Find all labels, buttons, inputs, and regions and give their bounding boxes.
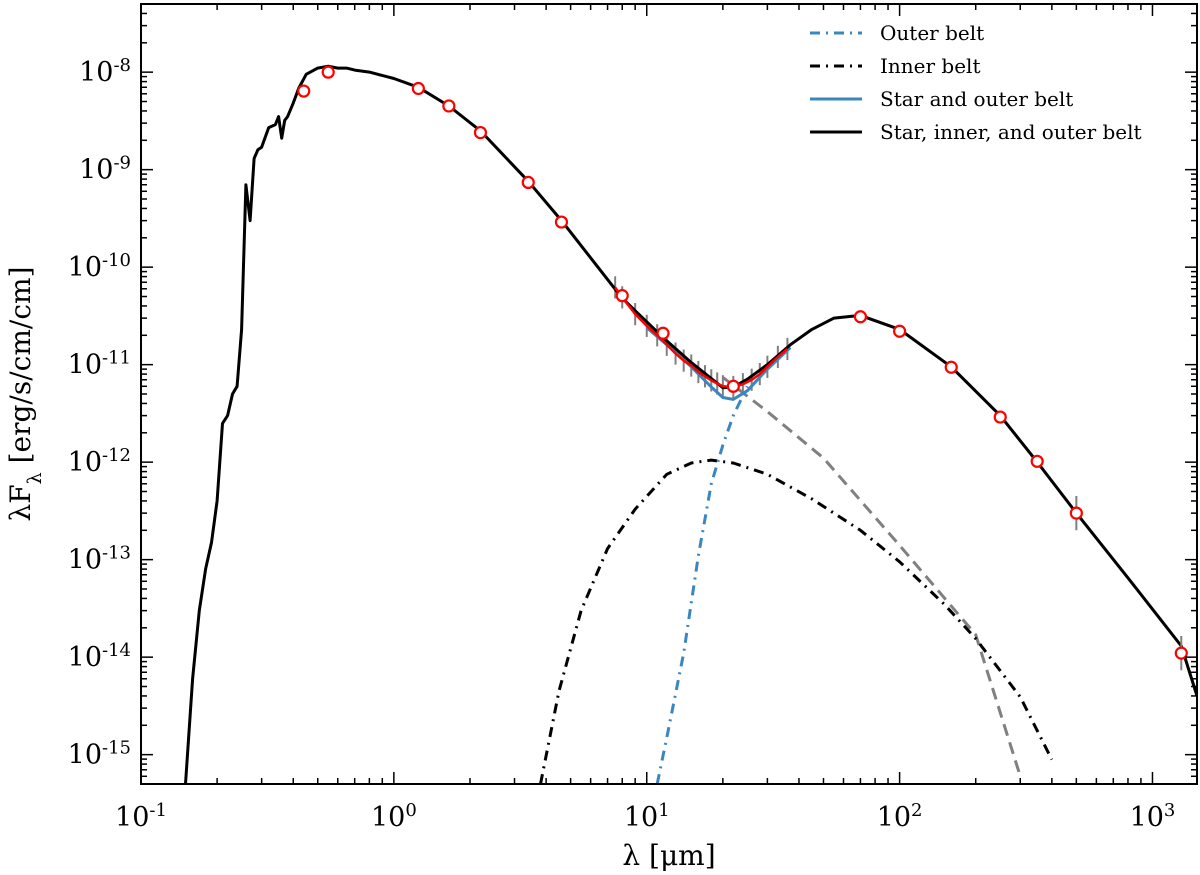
photometry-point — [1174, 646, 1188, 660]
photometry-point — [1069, 506, 1083, 520]
x-axis-title: λ [μm] — [622, 839, 715, 872]
series-star-photosphere-line — [721, 376, 1022, 777]
y-tick-label: 10-9 — [79, 152, 131, 186]
ticks-layer — [140, 3, 1197, 785]
y-tick-label: 10-15 — [68, 737, 131, 771]
photometry-point — [893, 324, 907, 338]
x-tick-label: 101 — [624, 800, 670, 834]
legend-item-star-and-outer-belt: Star and outer belt — [810, 87, 1073, 111]
y-tick-label: 10-13 — [68, 542, 131, 576]
photometry-point — [615, 289, 629, 303]
series-layer — [184, 64, 1197, 784]
legend-label: Star and outer belt — [880, 87, 1073, 111]
photometry-point — [411, 81, 425, 96]
tick-labels: 10-1 100 101 102 103 10-15 10-14 10-13 10-12 10-1… — [68, 55, 1176, 833]
y-tick-label: 10-8 — [79, 55, 131, 89]
photometry-point — [297, 84, 311, 98]
legend-item-inner-belt: Inner belt — [810, 54, 981, 78]
legend-item-star-inner-and-outer-belt: Star, inner, and outer belt — [810, 120, 1142, 144]
y-tick-label: 10-10 — [68, 250, 131, 284]
legend-label: Outer belt — [880, 21, 984, 45]
y-tick-label: 10-11 — [68, 347, 131, 381]
markers-layer — [297, 65, 1188, 671]
photometry-point — [473, 125, 488, 140]
y-axis-title: λFλ [erg/s/cm/cm] — [4, 267, 46, 522]
photometry-point — [521, 175, 535, 189]
photometry-point — [853, 310, 868, 324]
spectrum-line — [614, 286, 789, 389]
photometry-point — [442, 99, 456, 113]
series-star-inner-and-outer-belt-line — [184, 64, 1197, 784]
photometry-point — [554, 215, 569, 229]
series-inner-belt-line — [539, 458, 1054, 784]
legend-label: Inner belt — [880, 54, 981, 78]
photometry-point — [1030, 454, 1044, 468]
photometry-point — [944, 360, 958, 374]
legend-label: Star, inner, and outer belt — [880, 120, 1142, 144]
y-tick-label: 10-14 — [68, 640, 131, 674]
x-tick-label: 10-1 — [115, 800, 167, 834]
photometry-point — [656, 326, 670, 340]
photometry-point — [321, 65, 335, 79]
y-tick-label: 10-12 — [68, 445, 131, 479]
photometry-point — [993, 410, 1007, 424]
series-outer-belt-line — [655, 385, 749, 784]
photometry-point — [726, 379, 740, 393]
x-tick-label: 103 — [1130, 800, 1176, 834]
legend: Outer belt Inner belt Star and outer belt S… — [810, 21, 1142, 144]
x-tick-label: 100 — [371, 800, 417, 834]
x-tick-label: 102 — [877, 800, 923, 834]
legend-item-outer-belt: Outer belt — [810, 21, 984, 45]
